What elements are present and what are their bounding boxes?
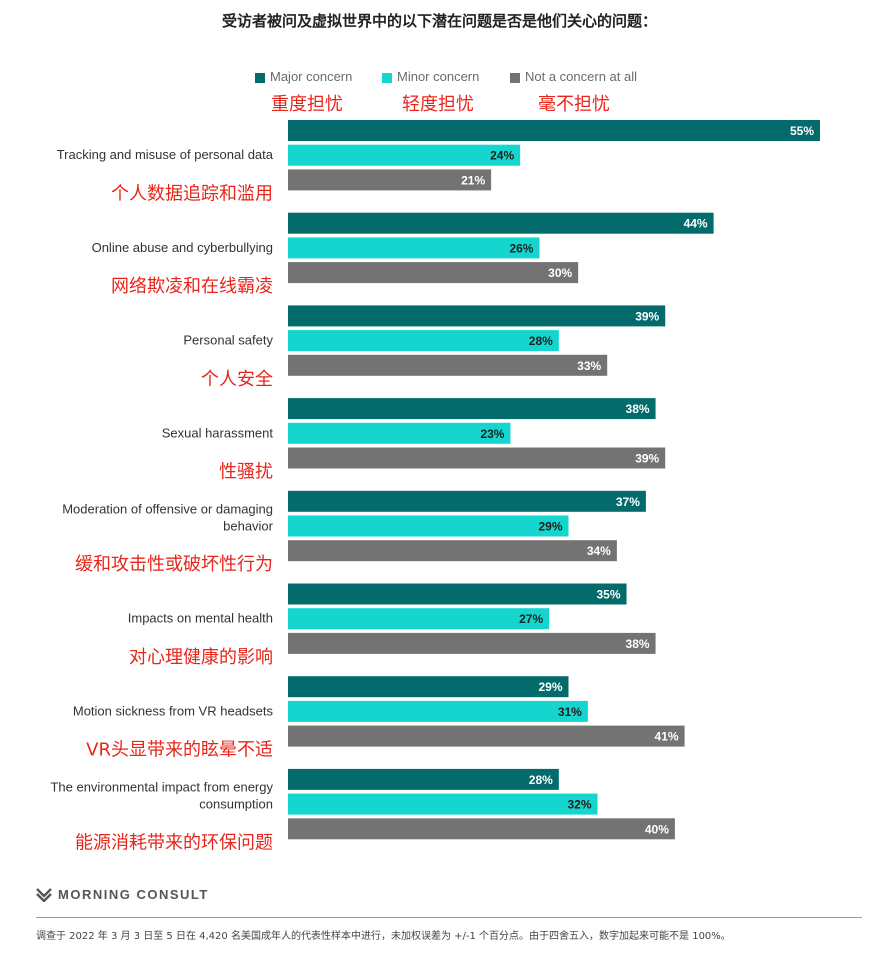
data-label: 38% [626,402,650,416]
bar [288,793,598,815]
legend-swatch-minor [382,73,392,83]
category-label: consumption [199,797,273,812]
data-label: 44% [684,217,708,231]
legend-label-minor: Minor concern [397,69,480,84]
category-label-cn: 性骚扰 [219,462,273,483]
data-label: 21% [461,173,485,187]
bar [288,120,820,141]
category-label-cn: 对心理健康的影响 [129,647,273,668]
data-label: 31% [558,705,582,719]
data-label: 26% [509,241,533,255]
legend-cn-not: 毫不担忧 [538,94,610,115]
data-label: 27% [519,612,543,626]
footnote: 调查于 2022 年 3 月 3 日至 5 日在 4,420 名美国成年人的代表… [36,931,731,942]
footer-divider [36,917,862,918]
bar [288,768,559,790]
bar [288,330,559,352]
category-label: behavior [223,519,274,534]
category-label: Tracking and misuse of personal data [57,147,274,162]
bar [288,237,540,259]
data-label: 32% [567,798,591,812]
data-label: 29% [538,680,562,694]
data-label: 28% [529,334,553,348]
bar [288,398,656,420]
category-label: Moderation of offensive or damaging [62,502,273,517]
legend-swatch-major [255,73,265,83]
data-label: 28% [529,773,553,787]
data-label: 35% [597,588,621,602]
bar [288,676,569,698]
bar [288,422,511,444]
category-label-cn: 网络欺凌和在线霸凌 [111,276,273,297]
category-label-cn: 缓和攻击性或破坏性行为 [75,554,273,575]
bar [288,608,550,630]
category-label: Impacts on mental health [128,611,273,626]
data-label: 30% [548,266,572,280]
category-label: Sexual harassment [162,425,274,440]
category-label-cn: 个人安全 [201,369,273,390]
bar [288,700,588,722]
brand-name: MORNING CONSULT [58,887,209,902]
legend-cn-major: 重度担忧 [271,94,343,115]
morning-consult-logo-icon [36,888,52,902]
bar [288,490,646,512]
category-label-cn: VR头显带来的眩晕不适 [86,740,273,761]
category-label: Motion sickness from VR headsets [73,703,274,718]
legend-label-not: Not a concern at all [525,69,638,84]
bar [288,262,579,284]
data-label: 39% [635,309,659,323]
bar [288,144,521,166]
data-label: 55% [790,124,814,138]
category-label-cn: 个人数据追踪和滥用 [111,183,273,204]
bar [288,632,656,654]
category-label: The environmental impact from energy [50,780,273,795]
bar-chart: Tracking and misuse of personal data 个人数据… [50,120,820,853]
data-label: 39% [635,452,659,466]
bar [288,725,685,747]
bar [288,540,617,562]
bar [288,354,608,376]
data-label: 41% [655,730,679,744]
category-label: Personal safety [183,333,273,348]
data-label: 37% [616,495,640,509]
data-label: 40% [645,822,669,836]
legend-cn-minor: 轻度担忧 [402,94,474,115]
bar [288,212,714,234]
chart-title: 受访者被问及虚拟世界中的以下潜在问题是否是他们关心的问题： [221,12,657,30]
data-label: 24% [490,149,514,163]
data-label: 38% [626,637,650,651]
category-label-cn: 能源消耗带来的环保问题 [75,832,273,853]
legend-swatch-not [510,73,520,83]
bar [288,305,666,327]
bar [288,583,627,605]
data-label: 34% [587,544,611,558]
data-label: 33% [577,359,601,373]
legend-label-major: Major concern [270,69,353,84]
category-label: Online abuse and cyberbullying [92,240,273,255]
data-label: 23% [480,427,504,441]
bar [288,818,675,840]
bar [288,169,492,191]
data-label: 29% [538,520,562,534]
bar [288,515,569,537]
bar [288,447,666,469]
